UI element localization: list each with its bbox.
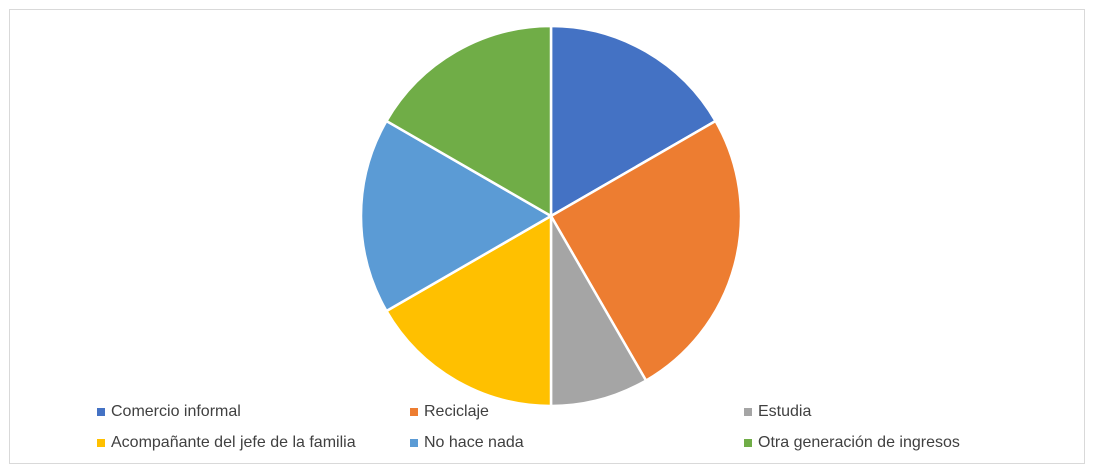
pie-slice-otra-generacion-de-ingresos xyxy=(385,24,553,218)
pie-slice-comercio-informal xyxy=(549,24,717,218)
pie-slice-acompanante-del-jefe-de-la-familia xyxy=(385,214,553,408)
pie-slice-reciclaje xyxy=(549,119,743,382)
pie-slice-estudia xyxy=(549,214,648,408)
pie-slice-no-hace-nada xyxy=(359,119,553,313)
